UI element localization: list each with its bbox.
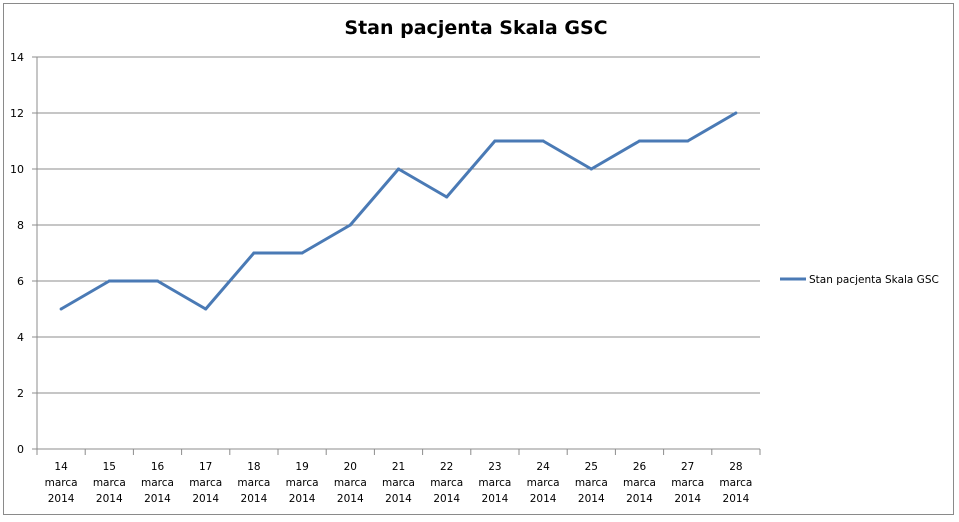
data-point — [252, 251, 256, 255]
y-axis-ticks: 0 2 4 6 8 10 12 14 — [10, 51, 24, 456]
x-tick-label: 20 marca 2014 — [334, 461, 367, 505]
x-tick-label-line: marca — [334, 477, 367, 489]
x-tick-label: 22 marca 2014 — [430, 461, 463, 505]
y-tick-label: 6 — [17, 275, 24, 288]
x-tick-label-line: marca — [671, 477, 704, 489]
x-tick-label-line: 2014 — [385, 493, 412, 505]
gridlines — [37, 56, 760, 394]
x-tick-label-line: 14 — [54, 461, 68, 473]
x-tick-label-line: 2014 — [626, 493, 653, 505]
x-tick-label-line: 2014 — [578, 493, 605, 505]
x-tick-label-line: 2014 — [433, 493, 460, 505]
x-tick-label-line: 21 — [392, 461, 405, 473]
y-tick-label: 2 — [17, 387, 24, 400]
x-tick-label-line: 2014 — [530, 493, 557, 505]
x-tick-label-line: 25 — [585, 461, 598, 473]
x-tick-label-line: 20 — [344, 461, 357, 473]
data-point — [204, 307, 208, 311]
x-tick-label: 24 marca 2014 — [527, 461, 560, 505]
data-point — [589, 167, 593, 171]
x-tick-label-line: marca — [382, 477, 415, 489]
x-tick-label-line: 23 — [488, 461, 501, 473]
x-tick-label-line: 18 — [247, 461, 260, 473]
x-tick-label-line: 2014 — [48, 493, 75, 505]
x-tick-label-line: marca — [286, 477, 319, 489]
x-tick-label: 14 marca 2014 — [45, 461, 78, 505]
x-tick-label-line: 26 — [633, 461, 647, 473]
data-point — [156, 279, 159, 283]
x-tick-label-line: 16 — [151, 461, 165, 473]
x-tick-label: 26 marca 2014 — [623, 461, 656, 505]
x-tick-label: 23 marca 2014 — [478, 461, 511, 505]
x-tick-label-line: marca — [575, 477, 608, 489]
data-point — [638, 139, 641, 143]
x-tick-label: 17 marca 2014 — [189, 461, 222, 505]
x-tick-label-line: 27 — [681, 461, 694, 473]
y-tick-label: 14 — [10, 51, 24, 64]
x-tick-label: 25 marca 2014 — [575, 461, 608, 505]
series-line — [60, 111, 737, 311]
data-point — [107, 279, 111, 283]
x-axis-ticks: 14 marca 2014 15 marca 2014 16 marca 2014 17 marca… — [45, 461, 753, 505]
x-tick-label-line: 2014 — [723, 493, 750, 505]
x-tick-label: 27 marca 2014 — [671, 461, 704, 505]
x-tick-label-line: 22 — [440, 461, 453, 473]
data-point — [348, 223, 352, 227]
x-tick-label-line: 2014 — [144, 493, 171, 505]
x-tick-label-line: marca — [430, 477, 463, 489]
x-tick-label-line: 2014 — [482, 493, 509, 505]
data-point — [300, 251, 304, 255]
legend-label: Stan pacjenta Skala GSC — [809, 274, 939, 286]
y-tick-label: 4 — [17, 331, 24, 344]
x-tick-label-line: marca — [623, 477, 656, 489]
y-tick-label: 10 — [10, 163, 24, 176]
x-tick-label-line: marca — [478, 477, 511, 489]
legend: Stan pacjenta Skala GSC — [780, 274, 939, 286]
x-tick-label: 16 marca 2014 — [141, 461, 174, 505]
x-tick-label-line: marca — [93, 477, 126, 489]
x-tick-label-line: 28 — [729, 461, 742, 473]
x-tick-label-line: 17 — [199, 461, 212, 473]
x-tick-label: 28 marca 2014 — [719, 461, 752, 505]
x-tick-label-line: 2014 — [289, 493, 316, 505]
x-tick-label: 18 marca 2014 — [237, 461, 270, 505]
x-tick-label-line: marca — [527, 477, 560, 489]
x-tick-label: 15 marca 2014 — [93, 461, 126, 505]
data-point — [493, 139, 497, 143]
x-tick-label-line: marca — [45, 477, 78, 489]
x-tick-label-line: marca — [719, 477, 752, 489]
x-tick-label-line: marca — [189, 477, 222, 489]
data-point — [59, 307, 63, 311]
x-tick-label-line: 19 — [295, 461, 308, 473]
x-tick-label-line: marca — [237, 477, 270, 489]
data-point — [734, 111, 738, 115]
data-point — [541, 139, 545, 143]
x-tick-label-line: 24 — [536, 461, 550, 473]
data-point — [397, 167, 400, 171]
y-tick-label: 12 — [10, 107, 24, 120]
x-tick-label-line: 2014 — [192, 493, 219, 505]
data-point — [686, 139, 690, 143]
y-tick-label: 0 — [17, 443, 24, 456]
data-point — [445, 195, 449, 199]
series-layer — [59, 111, 738, 311]
x-tick-label: 21 marca 2014 — [382, 461, 415, 505]
y-tick-label: 8 — [17, 219, 24, 232]
chart-frame — [3, 3, 954, 515]
x-tick-label-line: 15 — [103, 461, 116, 473]
x-tick-label-line: marca — [141, 477, 174, 489]
x-tick-label-line: 2014 — [241, 493, 268, 505]
x-tick-label-line: 2014 — [96, 493, 123, 505]
x-tick-label: 19 marca 2014 — [286, 461, 319, 505]
x-tick-label-line: 2014 — [674, 493, 701, 505]
chart-title: Stan pacjenta Skala GSC — [344, 17, 607, 39]
x-tick-label-line: 2014 — [337, 493, 364, 505]
axes — [32, 56, 761, 455]
